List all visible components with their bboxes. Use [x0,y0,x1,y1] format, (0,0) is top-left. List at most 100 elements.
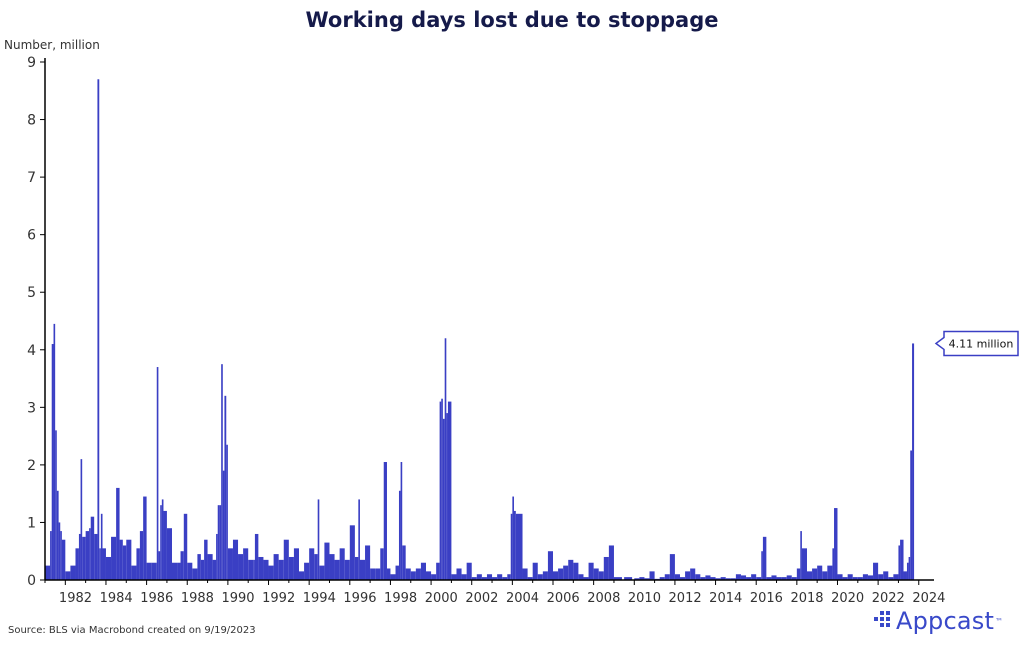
bar [222,470,225,580]
bar [786,575,792,580]
bar [224,395,227,580]
bar [180,551,184,580]
bar [166,528,172,580]
bar [207,554,213,580]
bar [45,565,51,580]
bar [912,343,915,580]
bar [258,556,264,580]
bar [283,539,289,580]
bar [725,578,731,580]
y-axis: 0 1 2 3 4 5 6 7 8 9 [27,55,46,589]
bar [278,559,284,580]
bar [439,401,442,580]
y-tick-label: 5 [27,285,36,301]
bar [834,508,838,580]
bar [51,344,54,580]
bar [263,559,269,580]
bar [705,575,711,580]
bar [126,539,132,580]
bar [187,562,193,580]
bar [515,513,523,580]
bar [800,531,802,580]
bar [669,554,675,580]
bar [383,462,387,580]
bar [730,578,736,580]
bar [847,574,853,580]
bar [502,577,508,580]
bar [139,531,144,580]
bar [542,571,548,580]
bar [695,574,701,580]
bar [720,577,726,580]
bar [212,559,217,580]
bar [532,562,538,580]
x-tick-label: 1984 [100,591,133,606]
annotation-label: 4.11 million [949,337,1014,350]
bar [481,577,487,580]
bar [238,554,244,580]
bar [512,496,514,580]
x-tick-label: 2016 [750,591,783,606]
y-tick-label: 2 [27,458,36,474]
bar [527,577,533,580]
bar [299,571,305,580]
bar [398,490,401,580]
bar [690,568,696,580]
bar [659,577,665,580]
bar [410,571,416,580]
bar [116,487,120,580]
bar [56,490,59,580]
bar [680,577,686,580]
bar [402,545,406,580]
bar [204,539,208,580]
bar [497,574,503,580]
bar [216,533,218,580]
bar [910,450,913,580]
bar [644,578,650,580]
bar [700,577,706,580]
x-tick-label: 1986 [140,591,173,606]
y-tick-label: 4 [27,343,36,359]
bar [608,545,614,580]
bar [420,562,426,580]
bar [446,413,448,580]
bar [61,539,66,580]
bar [177,562,181,580]
bar [405,568,411,580]
bar [90,516,95,580]
bar [466,562,472,580]
bar [136,548,140,580]
bar [857,577,863,580]
chart-title: Working days lost due to stoppage [305,8,719,32]
bar [324,542,330,580]
bar [547,551,553,580]
x-tick-label: 1982 [59,591,92,606]
bar [156,367,159,580]
bar [766,577,772,580]
bar [309,548,315,580]
bar [146,562,152,580]
x-tick-label: 1988 [181,591,214,606]
bar [426,571,432,580]
bar [111,536,117,580]
logo-text: Appcast [896,607,995,635]
bar [735,574,741,580]
bar [634,578,640,580]
x-axis: 1982 1984 1986 1988 1990 1992 1994 1996 1998 2000… [44,579,945,606]
bar [386,568,391,580]
bar [573,562,579,580]
bar [197,554,201,580]
annotation-callout: 4.11 million [934,330,1019,357]
bar [762,536,767,580]
y-tick-label: 0 [27,573,36,589]
bar [715,578,721,580]
bar [163,510,167,580]
bar [119,539,123,580]
x-tick-label: 1998 [384,591,417,606]
x-tick-label: 2000 [425,591,458,606]
y-tick-label: 1 [27,515,36,531]
bar [317,499,320,580]
x-tick-label: 2004 [506,591,539,606]
bar [862,574,868,580]
y-tick-label: 3 [27,400,36,416]
